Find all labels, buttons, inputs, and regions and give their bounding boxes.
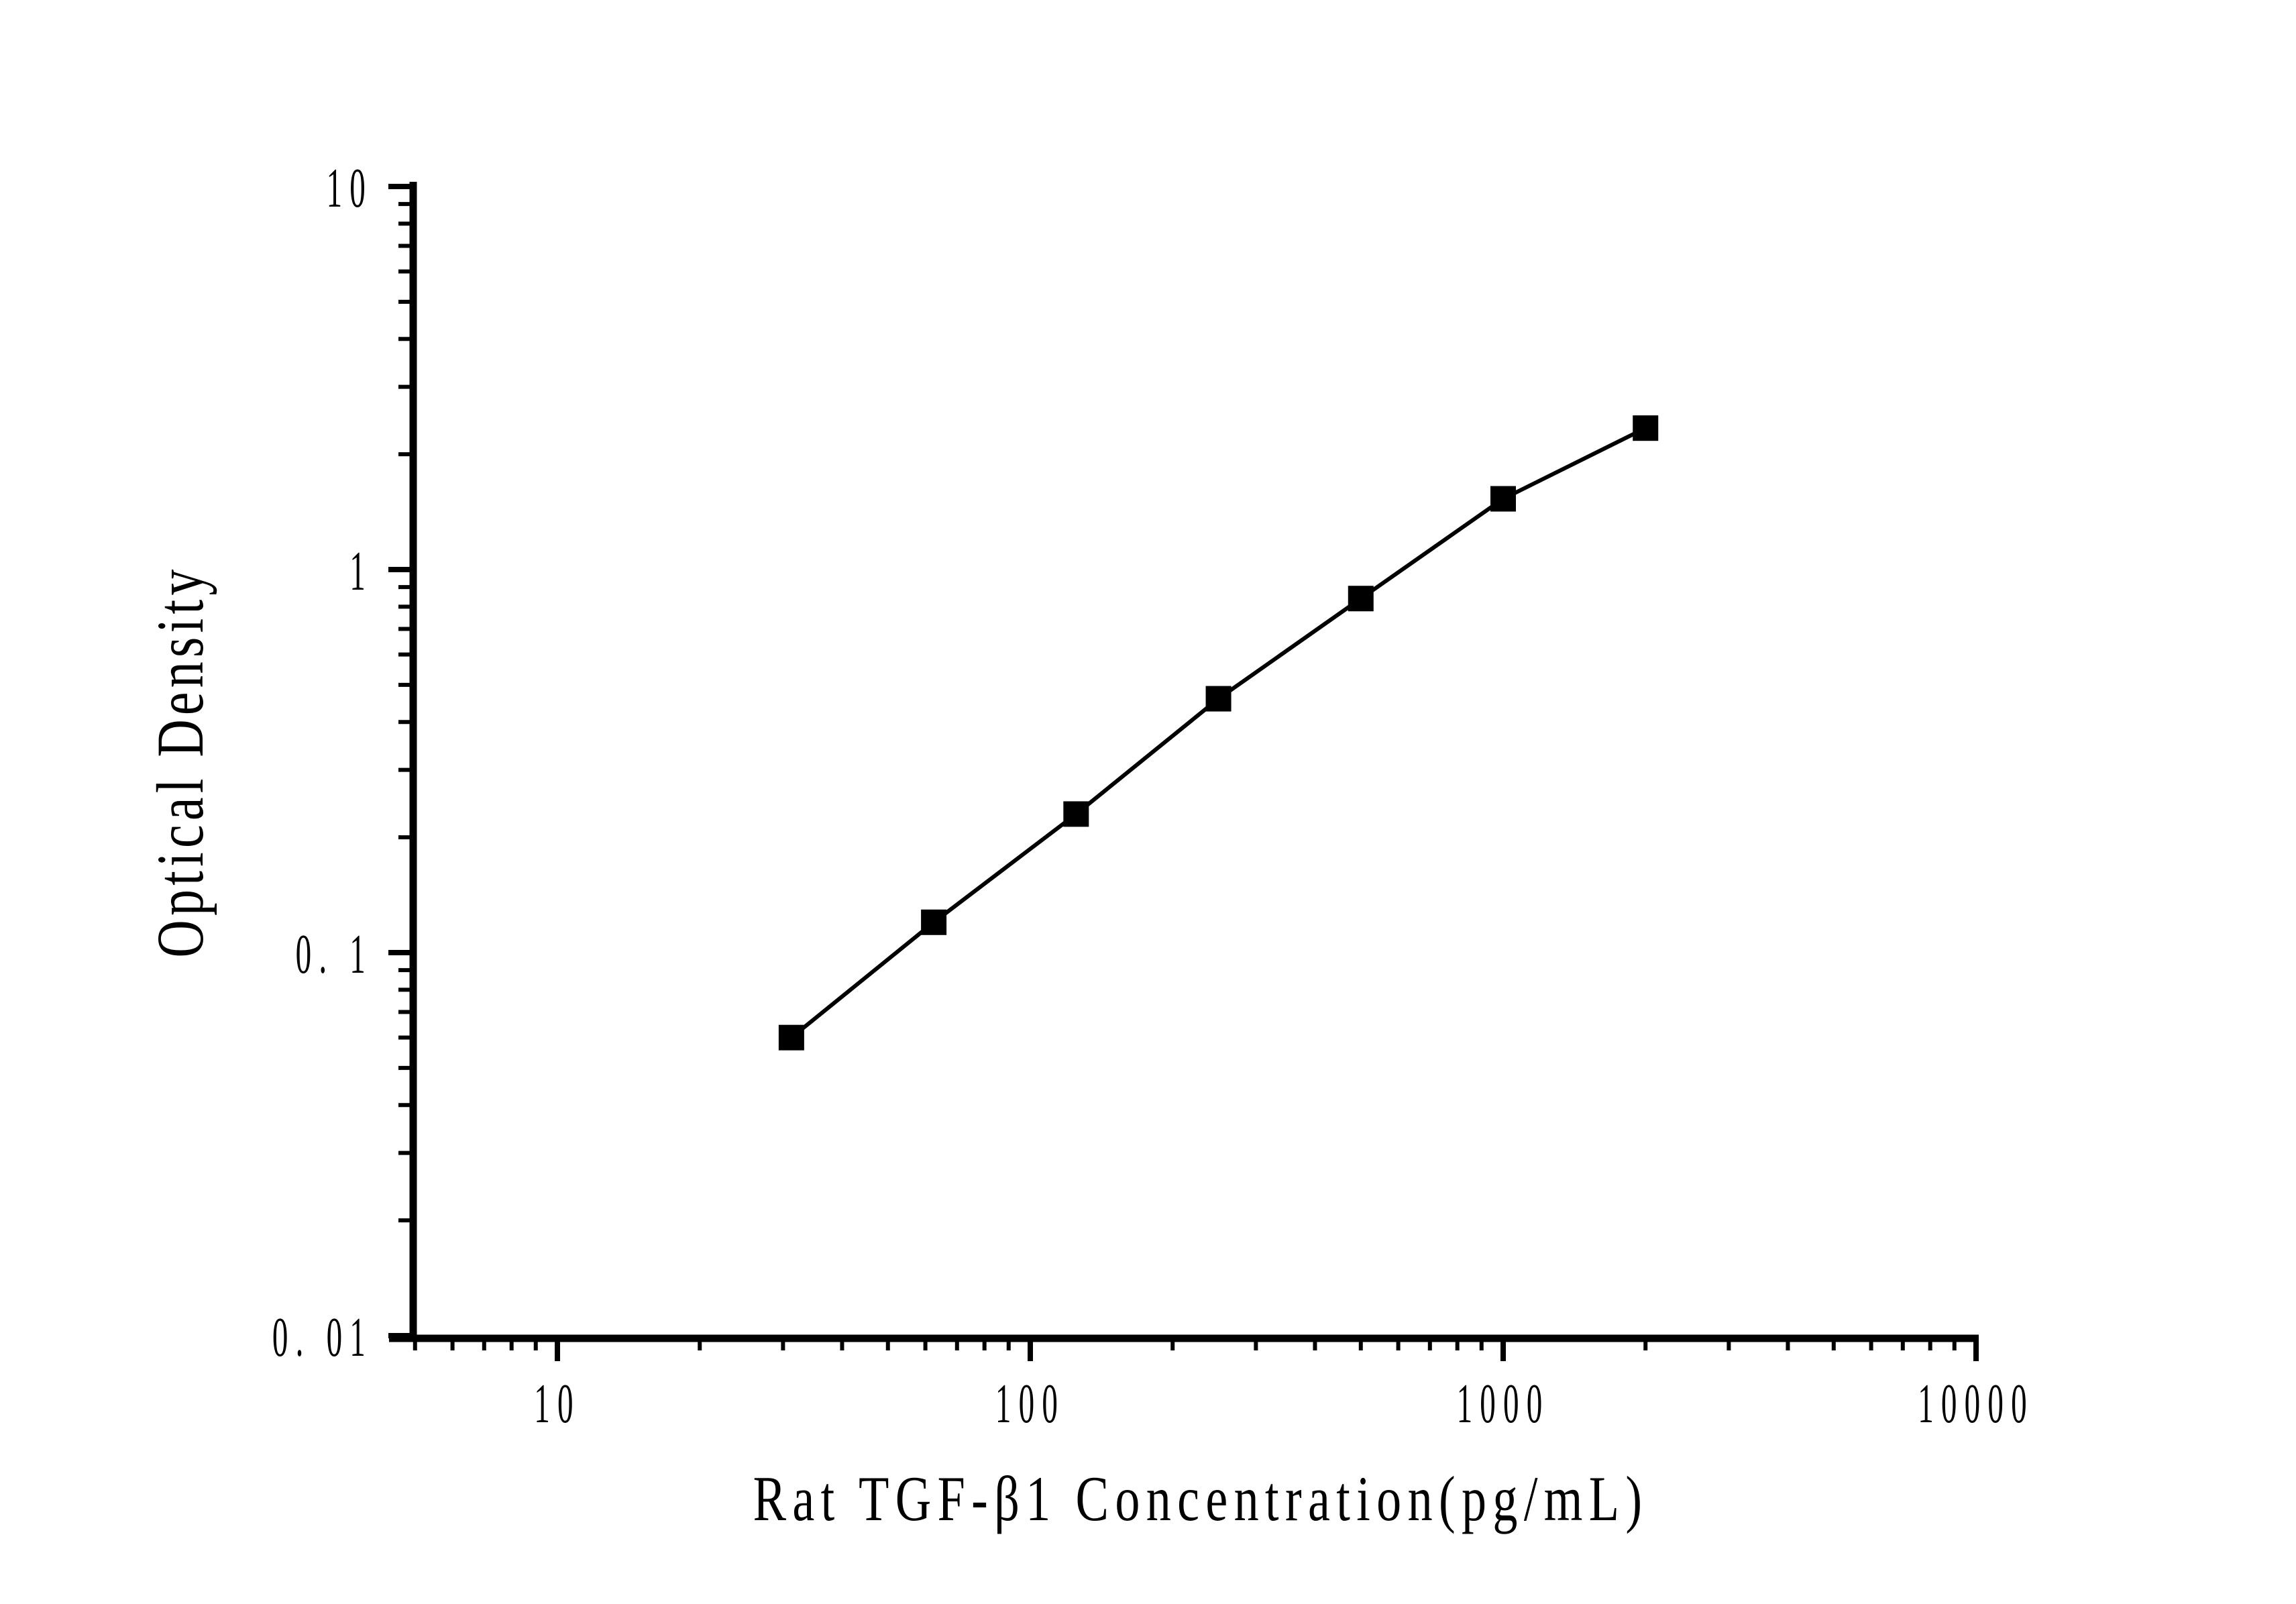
data-point-marker (1490, 486, 1516, 512)
data-point-marker (1063, 801, 1089, 827)
data-point-marker (1633, 415, 1659, 441)
x-tick-label: 1000 (1457, 1372, 1550, 1435)
x-tick-label: 10 (534, 1372, 580, 1435)
y-axis-title: Optical Density (144, 565, 217, 957)
tick-labels: 10 100 1000 10000 10 1 0. 1 0. 01 (272, 156, 2034, 1435)
series-line (789, 426, 1647, 1040)
y-tick-label: 0. 01 (272, 1305, 373, 1369)
ticks (388, 184, 1979, 1361)
y-tick-label: 1 (349, 539, 373, 602)
axes (389, 182, 1979, 1342)
data-point-marker (1205, 686, 1232, 712)
data-point-marker (921, 909, 947, 935)
x-tick-label: 100 (995, 1372, 1065, 1435)
x-axis-title: Rat TGF-β1 Concentration(pg/mL) (753, 1464, 1649, 1534)
y-tick-label: 10 (327, 156, 373, 219)
x-tick-label: 10000 (1918, 1372, 2034, 1435)
y-tick-label: 0. 1 (296, 922, 373, 985)
series-standard-curve (778, 415, 1659, 1051)
data-point-marker (1348, 586, 1374, 612)
data-point-marker (778, 1024, 804, 1051)
